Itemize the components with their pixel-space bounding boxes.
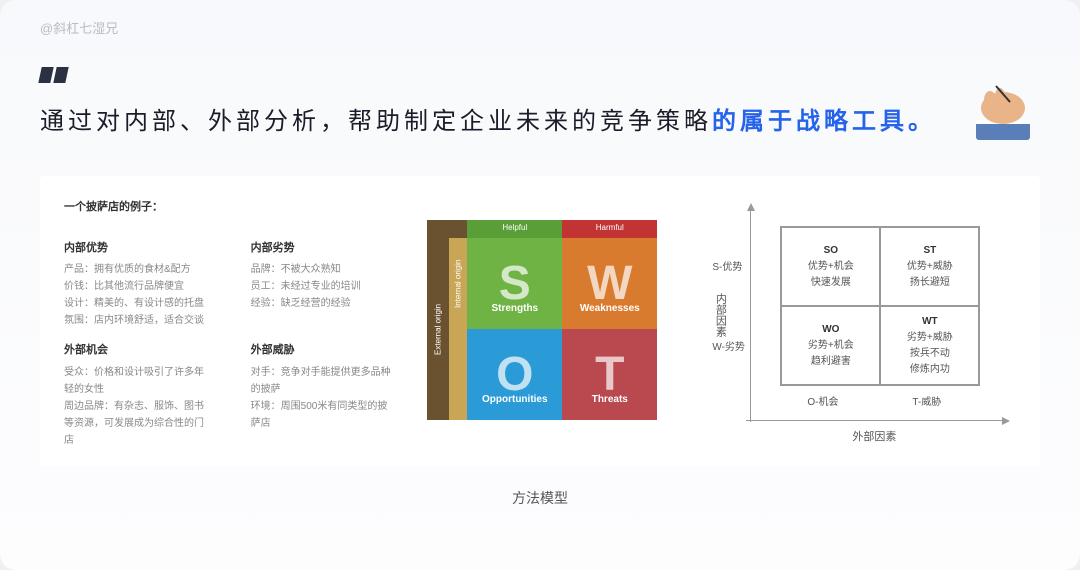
swot-cell-s: SStrengths <box>467 238 562 329</box>
example-text-column: 一个披萨店的例子： 内部优势 产品：拥有优质的食材&配方 价钱：比其他流行品牌便… <box>64 198 397 442</box>
tows-grid: SO优势+机会快速发展 ST优势+威胁扬长避短 WO劣势+机会趋利避害 WT劣势… <box>780 226 980 386</box>
list-item: 对手：竞争对手能提供更多品种的披萨 <box>251 364 398 398</box>
list-item: 品牌：不被大众熟知 <box>251 261 398 278</box>
arrow-right-icon <box>1002 417 1010 425</box>
tows-cell-st: ST优势+威胁扬长避短 <box>880 227 979 306</box>
list-item: 员工：未经过专业的培训 <box>251 278 398 295</box>
list-item: 产品：拥有优质的食材&配方 <box>64 261 211 278</box>
example-title: 一个披萨店的例子： <box>64 198 397 217</box>
tows-matrix: 内部因素 外部因素 S-优势 W-劣势 O-机会 T-威胁 SO优势+机会快速发… <box>702 198 1016 442</box>
x-tick-t: T-威胁 <box>912 393 941 408</box>
swot-header-harmful: Harmful <box>562 220 657 238</box>
y-tick-s: S-优势 <box>712 258 742 273</box>
tows-cell-so: SO优势+机会快速发展 <box>781 227 880 306</box>
list-item: 氛围：店内环境舒适，适合交谈 <box>64 312 211 329</box>
strengths-block: 内部优势 产品：拥有优质的食材&配方 价钱：比其他流行品牌便宜 设计：精美的、有… <box>64 227 211 330</box>
weaknesses-title: 内部劣势 <box>251 239 398 258</box>
weaknesses-block: 内部劣势 品牌：不被大众熟知 员工：未经过专业的培训 经验：缺乏经营的经验 <box>251 227 398 330</box>
list-item: 经验：缺乏经营的经验 <box>251 295 398 312</box>
threats-block: 外部威胁 对手：竞争对手能提供更多品种的披萨 环境：周围500米有同类型的披萨店 <box>251 329 398 449</box>
tows-cell-wt: WT劣势+威胁按兵不动修炼内功 <box>880 306 979 385</box>
swot-cell-o: OOpportunities <box>467 329 562 420</box>
slide-card: @斜杠七湿兄 通过对内部、外部分析，帮助制定企业未来的竞争策略的属于战略工具。 … <box>0 0 1080 570</box>
opportunities-title: 外部机会 <box>64 341 211 360</box>
y-axis-line <box>750 208 751 422</box>
headline-main: 通过对内部、外部分析，帮助制定企业未来的竞争策略 <box>40 108 712 135</box>
swot-cell-t: TThreats <box>562 329 657 420</box>
watermark: @斜杠七湿兄 <box>40 18 1040 37</box>
threats-title: 外部威胁 <box>251 341 398 360</box>
y-tick-w: W-劣势 <box>712 338 745 353</box>
opportunities-block: 外部机会 受众：价格和设计吸引了许多年轻的女性 周边品牌：有杂志、服饰、图书等资… <box>64 329 211 449</box>
swot-cell-w: WWeaknesses <box>562 238 657 329</box>
swot-diagram: Helpful Harmful External origin Internal… <box>427 198 672 442</box>
list-item: 价钱：比其他流行品牌便宜 <box>64 278 211 295</box>
list-item: 周边品牌：有杂志、服饰、图书等资源，可发展成为综合性的门店 <box>64 398 211 449</box>
swot-header-helpful: Helpful <box>467 220 562 238</box>
swot-vlabel-external: External origin <box>427 238 449 420</box>
x-tick-o: O-机会 <box>807 393 838 408</box>
x-axis-label: 外部因素 <box>852 428 896 444</box>
list-item: 设计：精美的、有设计感的托盘 <box>64 295 211 312</box>
quote-icon <box>40 67 1040 83</box>
list-item: 环境：周围500米有同类型的披萨店 <box>251 398 398 432</box>
swot-vlabel-internal: Internal origin <box>449 238 467 329</box>
strengths-title: 内部优势 <box>64 239 211 258</box>
swot-vlabel-internal2 <box>449 329 467 420</box>
footer-label: 方法模型 <box>40 488 1040 508</box>
arrow-up-icon <box>747 203 755 211</box>
headline-accent: 的属于战略工具。 <box>712 108 936 135</box>
content-panel: 一个披萨店的例子： 内部优势 产品：拥有优质的食材&配方 价钱：比其他流行品牌便… <box>40 176 1040 466</box>
list-item: 受众：价格和设计吸引了许多年轻的女性 <box>64 364 211 398</box>
hand-writing-icon <box>968 78 1038 148</box>
y-axis-label: 内部因素 <box>712 293 728 337</box>
headline: 通过对内部、外部分析，帮助制定企业未来的竞争策略的属于战略工具。 <box>40 101 1040 136</box>
x-axis-line <box>746 420 1004 421</box>
tows-cell-wo: WO劣势+机会趋利避害 <box>781 306 880 385</box>
